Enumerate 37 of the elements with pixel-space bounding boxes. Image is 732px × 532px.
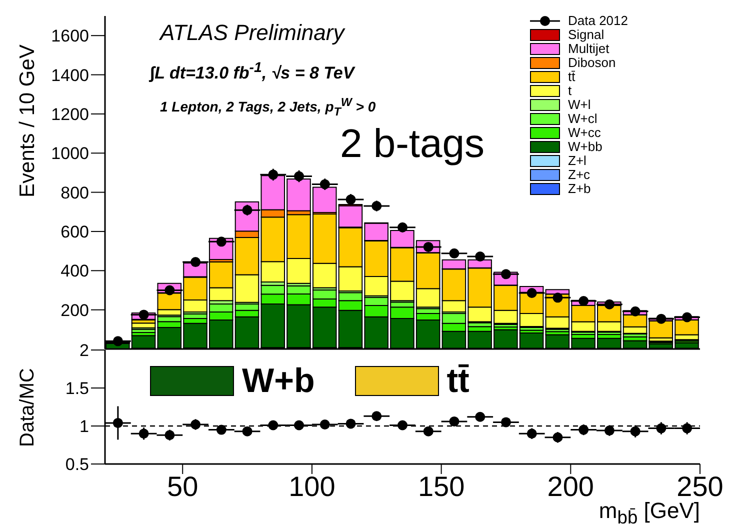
x-tick-label: 50 (167, 470, 198, 502)
y-tick-label: 1000 (51, 144, 89, 164)
legend-label: Z+c (568, 167, 590, 182)
y-tick-label: 400 (60, 262, 89, 281)
y-tick-label: 200 (60, 300, 89, 320)
y-tick-label: 800 (60, 183, 89, 202)
annotation: ATLAS Preliminary (160, 20, 344, 46)
x-tick-label: 200 (547, 470, 594, 502)
y-tick-label: 0.5 (65, 455, 89, 474)
y-axis-title: Events / 10 GeV (16, 44, 40, 200)
annotation: ∫L dt=13.0 fb$^{-1}$, √s = 8 TeV (150, 60, 354, 84)
legend-label: tt̄ (446, 362, 470, 400)
x-tick-label: 150 (418, 470, 465, 502)
legend-label: W+cl (568, 111, 598, 126)
y-tick-label: 1200 (51, 104, 89, 124)
y-axis-title: Data/MC (16, 367, 40, 449)
legend-label: W+b (242, 362, 315, 400)
x-tick-label: 100 (288, 470, 336, 502)
legend-label: Diboson (568, 55, 616, 70)
annotation: 2 b-tags (340, 122, 485, 167)
y-tick-label: 1400 (51, 66, 89, 85)
annotation: 1 Lepton, 2 Tags, 2 Jets, p$_{T}$$^{W}$ > 0 (160, 96, 376, 118)
y-tick-label: 1600 (51, 26, 89, 46)
legend-label: Multijet (568, 41, 610, 56)
legend-label: W+cc (568, 125, 601, 140)
legend-label: Signal (568, 27, 604, 42)
y-tick-label: 2 (80, 341, 89, 360)
y-tick-label: 1.5 (65, 379, 89, 398)
y-tick-label: 600 (60, 222, 89, 242)
legend-label: Z+b (568, 181, 591, 196)
legend-label: t (568, 83, 572, 98)
legend-label: W+bb (568, 139, 602, 154)
legend-label: Data 2012 (568, 13, 628, 28)
legend-label: tt̄ (568, 69, 576, 84)
legend-label: Z+l (568, 153, 586, 168)
legend-label: W+l (568, 97, 591, 112)
y-tick-label: 1 (80, 417, 89, 436)
